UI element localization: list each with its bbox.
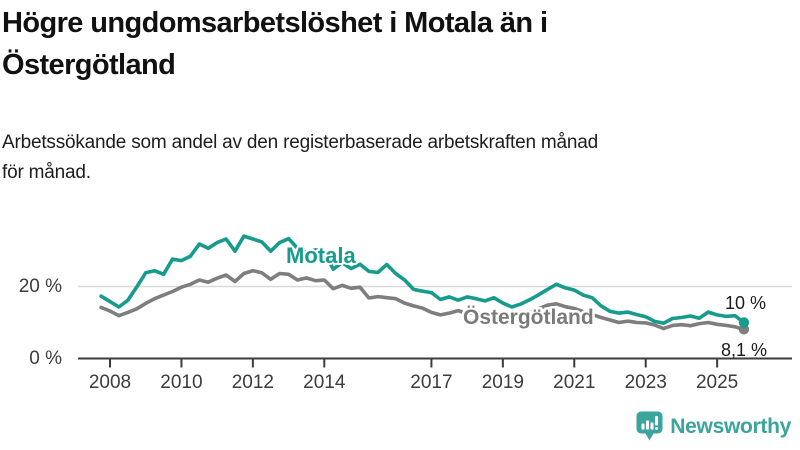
chart-subtitle-line1: Arbetssökande som andel av den registerb… [2,132,599,153]
chart-title: Högre ungdomsarbetslöshet i Motala än i Ö… [2,2,548,86]
chart-subtitle: Arbetssökande som andel av den registerb… [2,128,598,188]
x-tick-label-2008: 2008 [89,372,131,393]
newsworthy-wordmark: Newsworthy [670,414,791,438]
end-value-label-ostergotland: 8,1 % [721,340,767,360]
x-tick-label-2012: 2012 [232,372,274,393]
newsworthy-logo[interactable]: Newsworthy [636,411,791,442]
line-östergötland [99,268,746,332]
x-tick-label-2014: 2014 [303,372,346,393]
axis-layer: 2008 2010 2012 2014 2017 2019 2021 2023 2025 [78,357,792,393]
y-tick-label-0: 0 % [29,348,62,369]
x-tick-label-2025: 2025 [696,372,738,393]
x-tick-label-2019: 2019 [482,372,524,393]
series-label-motala: Motala [286,243,356,268]
series-label-ostergotland: Östergötland [463,306,594,329]
end-dot-motala [738,317,750,328]
chart-title-line1: Högre ungdomsarbetslöshet i Motala än i [2,7,548,39]
x-tick-label-2010: 2010 [160,372,202,393]
x-tick-label-2023: 2023 [625,372,667,393]
series-layer [99,234,750,335]
y-tick-label-20: 20 % [19,276,62,297]
chart-title-line2: Östergötland [2,49,176,81]
x-tick-label-2017: 2017 [410,372,452,393]
newsworthy-icon [636,411,663,441]
line-motala [99,234,746,326]
chart-subtitle-line2: för månad. [2,162,91,183]
end-value-label-motala: 10 % [725,293,766,313]
x-tick-label-2021: 2021 [553,372,595,393]
